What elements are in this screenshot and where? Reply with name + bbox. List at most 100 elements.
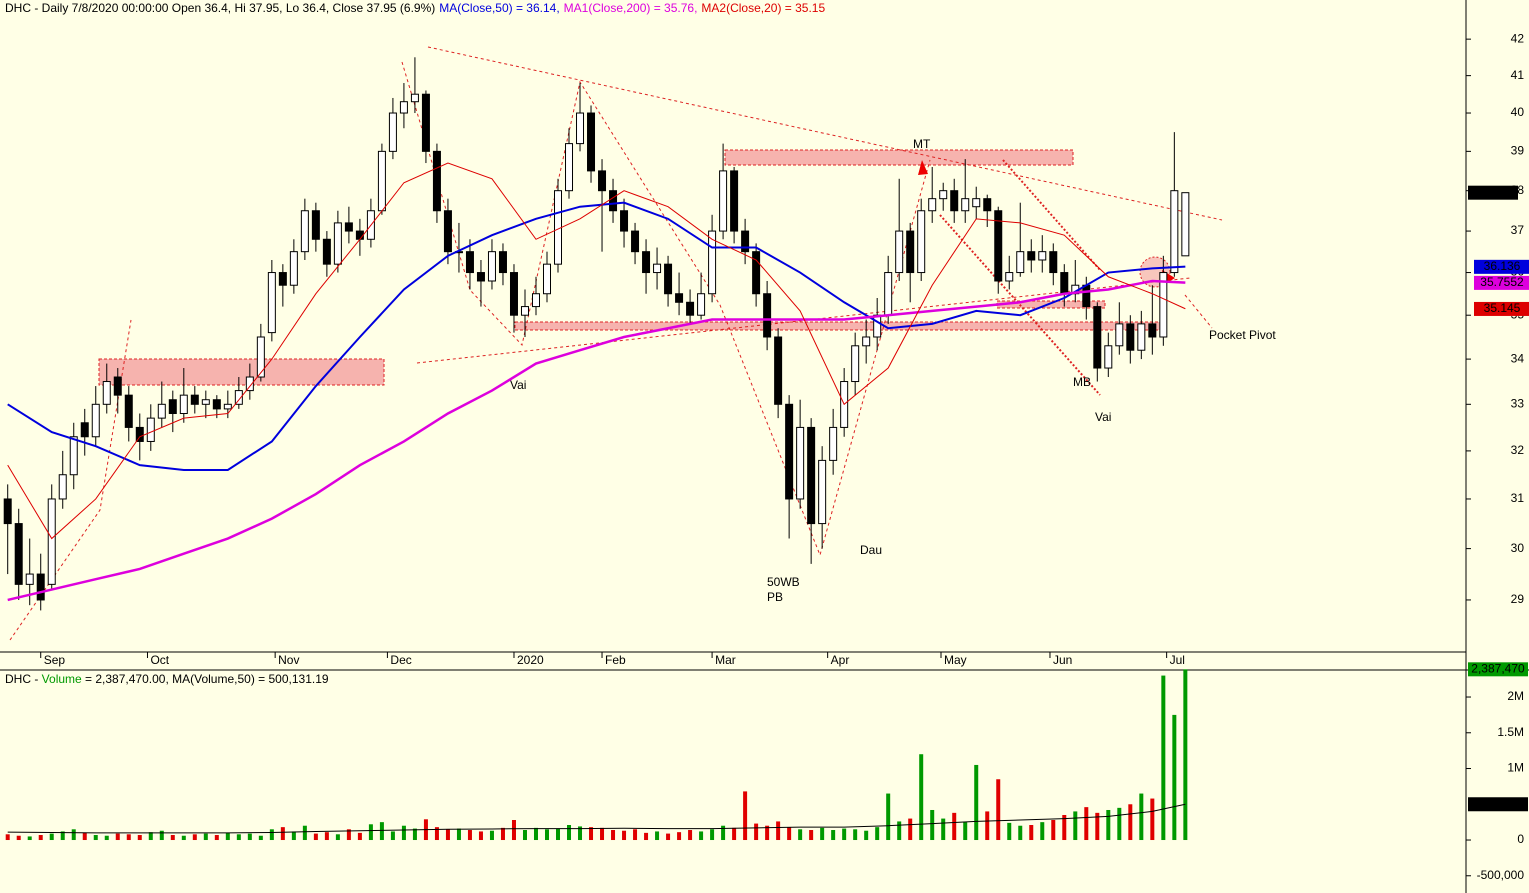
candle-body: [410, 93, 419, 103]
volume-bar: [346, 829, 351, 841]
value-box: [1474, 275, 1529, 290]
y-tick-label: 29: [1511, 592, 1525, 606]
volume-bar: [600, 827, 605, 841]
candle-body: [796, 426, 805, 500]
candle-body: [653, 263, 662, 274]
volume-bar: [941, 818, 946, 841]
annotation: Pocket Pivot: [1209, 328, 1276, 342]
candle-body: [763, 293, 772, 338]
arrow: [918, 160, 928, 175]
volume-bar: [952, 812, 957, 841]
volume-bar: [1128, 804, 1133, 841]
candle-body: [223, 403, 232, 410]
line-value-label: 36.136: [1484, 259, 1521, 273]
candle-body: [994, 210, 1003, 282]
volume-bar: [82, 832, 87, 841]
annotation: Dau: [860, 543, 882, 557]
y-tick-label: 2M: [1507, 689, 1524, 703]
candle-body: [1126, 323, 1135, 351]
volume-bar: [5, 834, 10, 841]
volume-bar: [115, 833, 120, 841]
volume-bar: [677, 832, 682, 841]
volume-bar: [963, 822, 968, 841]
candle-body: [25, 573, 34, 585]
candle-body: [36, 573, 45, 601]
value-box: [1474, 259, 1529, 274]
volume-bar: [489, 830, 494, 841]
y-tick-label: 40: [1511, 105, 1525, 119]
volume-bar: [831, 830, 836, 841]
price-header: DHC - Daily 7/8/2020 00:00:00 Open 36.4,…: [5, 1, 825, 15]
volume-bar: [27, 836, 32, 841]
candle-body: [1060, 272, 1069, 295]
candle-body: [664, 263, 673, 295]
value-label: 2,387,470: [1471, 661, 1525, 675]
trendline: [9, 319, 132, 641]
candle-body: [531, 293, 540, 308]
volume-bar: [908, 818, 913, 841]
zone: [98, 358, 385, 386]
trendline: [1002, 159, 1101, 271]
candle-body: [146, 417, 155, 442]
y-tick-label: 37: [1511, 223, 1525, 237]
candle-body: [895, 230, 904, 274]
y-tick-label: 1.5M: [1497, 725, 1524, 739]
candle-body: [135, 426, 144, 442]
volume-bar: [1007, 822, 1012, 841]
volume-bar: [1095, 812, 1100, 841]
candle-body: [344, 222, 353, 232]
value-box: [1468, 185, 1518, 200]
y-tick-label: -500,000: [1477, 868, 1525, 882]
volume-bar: [897, 821, 902, 841]
candle-body: [399, 101, 408, 114]
volume-bar: [1029, 825, 1034, 841]
volume-bar: [578, 826, 583, 841]
volume-bar: [688, 830, 693, 841]
candle-body: [157, 403, 166, 419]
volume-bar: [236, 834, 241, 841]
volume-bar: [247, 833, 252, 841]
candle-body: [333, 222, 342, 265]
legend-text: = 2,387,470.00, MA(Volume,50) = 500,131.…: [82, 672, 329, 686]
y-tick-label: 0: [1517, 832, 1524, 846]
volume-bar: [1150, 798, 1155, 841]
volume-bar: [589, 827, 594, 841]
volume-bar: [974, 764, 979, 841]
candle-body: [972, 198, 981, 208]
candle-body: [884, 272, 893, 316]
candle-body: [3, 498, 12, 525]
candle-body: [1170, 190, 1179, 274]
annotation: Vai: [510, 378, 526, 392]
volume-bar: [930, 809, 935, 841]
volume-bar: [875, 827, 880, 841]
candle-body: [245, 376, 254, 392]
volume-bar: [985, 811, 990, 841]
volume-bar: [1183, 669, 1188, 841]
volume-bar: [820, 827, 825, 841]
candle-body: [1137, 323, 1146, 351]
candle-body: [950, 190, 959, 212]
candle-body: [388, 112, 397, 152]
last-price: 37.95: [1478, 185, 1508, 199]
candle-body: [542, 263, 551, 295]
volume-bar: [170, 835, 175, 841]
x-tick-label: Oct: [150, 653, 169, 667]
annotation: MT: [913, 137, 931, 151]
candle-body: [498, 251, 507, 274]
annotation: Vai: [1095, 410, 1111, 424]
candle-body: [983, 198, 992, 212]
volume-bar: [434, 827, 439, 841]
x-tick-label: Sep: [44, 653, 66, 667]
line-value-label: 35.7552: [1480, 275, 1524, 289]
volume-bar: [1117, 807, 1122, 841]
candle-body: [1148, 323, 1157, 338]
volume-bar: [919, 754, 924, 841]
candle-body: [829, 426, 838, 461]
volume-bar: [401, 825, 406, 841]
line: [7, 279, 1186, 602]
candle-body: [124, 394, 133, 428]
x-tick-label: Jul: [1170, 653, 1185, 667]
volume-bar: [159, 830, 164, 841]
candle-body: [730, 170, 739, 232]
